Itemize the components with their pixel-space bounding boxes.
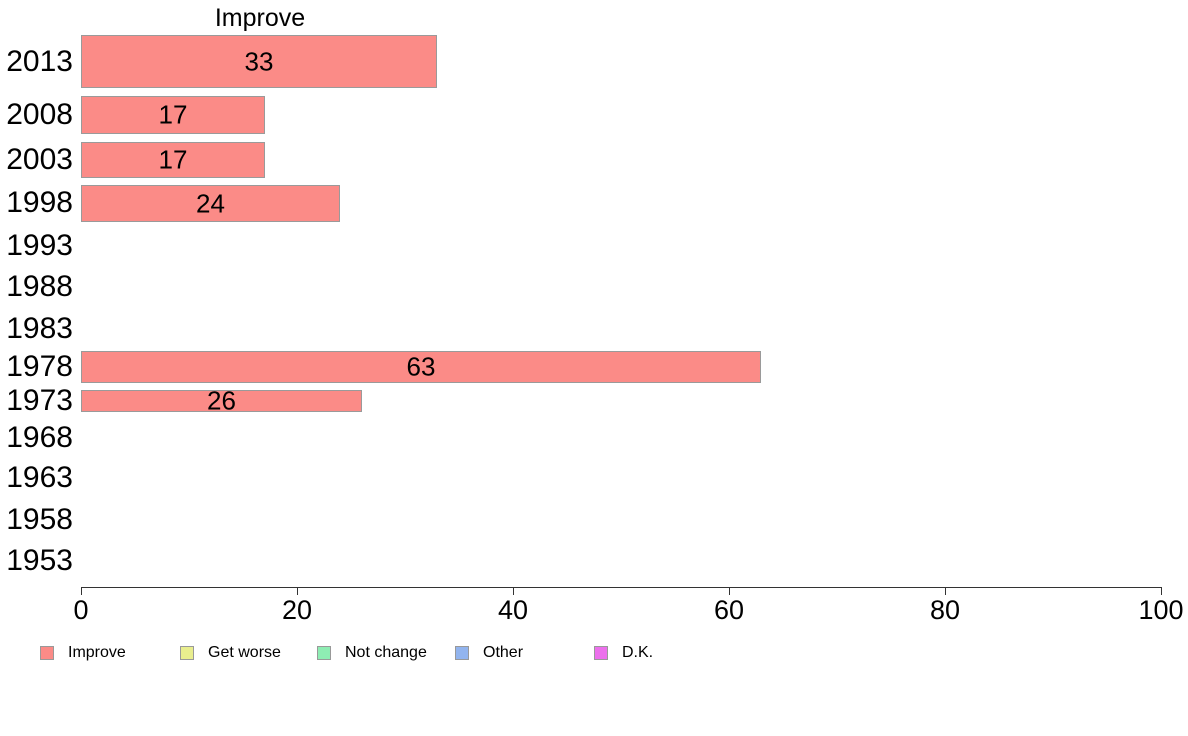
legend-swatch [455,646,469,660]
legend-item-not-change: Not change [317,644,427,662]
y-axis-label: 1983 [6,312,73,345]
x-axis-tick [729,587,730,595]
legend-swatch [594,646,608,660]
x-axis-tick [513,587,514,595]
y-axis-label: 2013 [6,45,73,78]
x-axis-tick-label: 80 [929,595,961,625]
y-axis-label: 2003 [6,143,73,176]
x-axis-tick-label: 60 [713,595,745,625]
x-axis-tick [81,587,82,595]
bar [81,185,340,222]
legend-label: D.K. [622,644,654,661]
x-axis-tick-label: 20 [281,595,313,625]
y-axis-label: 1953 [6,544,73,577]
y-axis-label: 1993 [6,229,73,262]
bar [81,96,265,134]
x-axis-tick-label: 100 [1138,595,1184,625]
legend-swatch [40,646,54,660]
legend-label: Other [483,644,524,661]
y-axis-label: 1978 [6,350,73,383]
legend-label: Improve [68,644,126,661]
legend-item-d-k: D.K. [594,644,653,662]
x-axis-tick-label: 0 [73,595,89,625]
bar [81,142,265,178]
y-axis-label: 1963 [6,461,73,494]
legend-item-other: Other [455,644,523,662]
y-axis-label: 1958 [6,503,73,536]
legend-item-improve: Improve [40,644,126,662]
bar [81,390,362,412]
chart-title: Improve [214,4,306,32]
bar-value-label: 26 [207,385,236,416]
bar-value-label: 24 [196,188,225,218]
bar [81,35,437,88]
legend-swatch [180,646,194,660]
legend-item-get-worse: Get worse [180,644,281,662]
y-axis-label: 1968 [6,421,73,454]
legend-swatch [317,646,331,660]
bar [81,351,761,383]
x-axis-tick [945,587,946,595]
legend-label: Not change [345,644,427,661]
bar-value-label: 17 [158,99,188,130]
x-axis-tick-label: 40 [497,595,529,625]
y-axis-label: 2008 [6,98,73,131]
x-axis-tick [297,587,298,595]
x-axis-line [81,587,1161,588]
x-axis-tick [1161,587,1162,595]
y-axis-label: 1988 [6,270,73,303]
bar-value-label: 63 [406,351,436,382]
bar-value-label: 17 [158,144,188,175]
bar-value-label: 33 [244,46,274,76]
y-axis-label: 1973 [6,384,73,417]
legend-label: Get worse [208,644,281,661]
y-axis-label: 1998 [6,186,73,219]
